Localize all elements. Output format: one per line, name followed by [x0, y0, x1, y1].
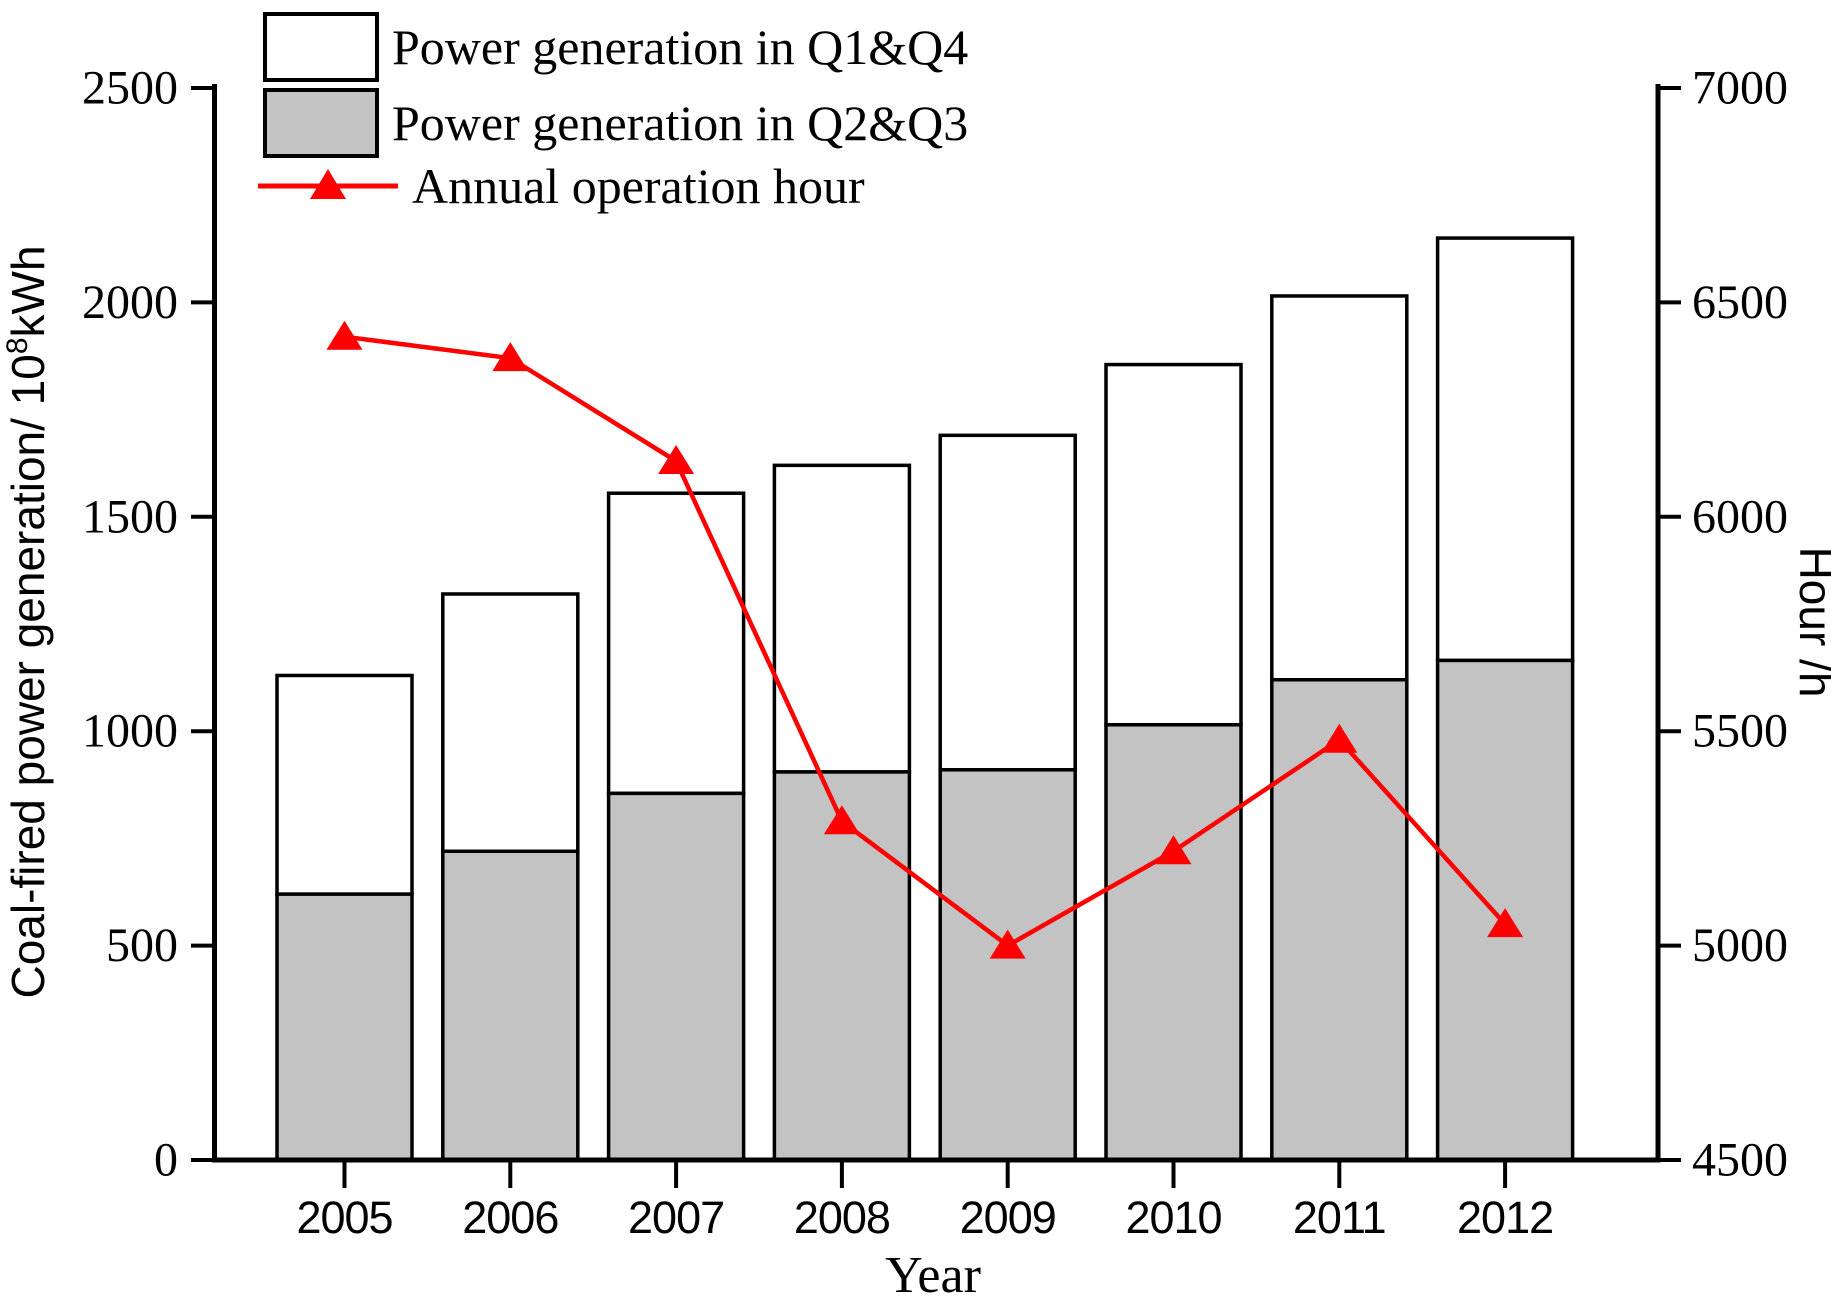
bar-q1q4-2009 [938, 433, 1077, 772]
left-axis-title: Coal-fired power generation/ 108kWh [1, 245, 54, 998]
left-tick-label-2500: 2500 [82, 62, 178, 115]
x-tick-label-2009: 2009 [960, 1192, 1056, 1243]
bar-q2q3-2010 [1104, 723, 1243, 1162]
right-tick-label-5500: 5500 [1692, 705, 1788, 758]
marker-triangle-2011 [1321, 723, 1358, 753]
marker-triangle-2012 [1487, 908, 1524, 938]
left-tick-label-1000: 1000 [82, 705, 178, 758]
bar-q1q4-2008 [772, 463, 912, 774]
x-tick-label-2011: 2011 [1293, 1192, 1386, 1243]
legend: Power generation in Q1&Q4 Power generati… [258, 12, 968, 214]
marker-triangle-2009 [989, 929, 1026, 959]
right-tick-label-5000: 5000 [1692, 919, 1788, 972]
legend-label-q1q4: Power generation in Q1&Q4 [392, 19, 968, 75]
legend-triangle-marker-icon [310, 169, 346, 199]
bar-q2q3-2006 [441, 849, 580, 1162]
bar-q2q3-2005 [275, 892, 414, 1162]
left-tick-label-1500: 1500 [82, 490, 178, 543]
right-axis-title: Hour /h [1790, 547, 1831, 698]
line-series-group [326, 320, 1524, 959]
right-tick-label-7000: 7000 [1692, 62, 1788, 115]
x-tick-label-2005: 2005 [296, 1192, 392, 1243]
marker-triangle-2010 [1155, 835, 1192, 865]
x-tick-label-2012: 2012 [1457, 1192, 1553, 1243]
x-tick-label-2010: 2010 [1125, 1192, 1221, 1243]
marker-triangle-2008 [823, 805, 860, 835]
legend-label-q2q3: Power generation in Q2&Q3 [392, 95, 968, 151]
legend-label-hours: Annual operation hour [412, 158, 865, 214]
x-axis-title: Year [885, 1247, 981, 1304]
legend-swatch-q2q3 [263, 88, 379, 158]
left-tick-label-500: 500 [106, 919, 178, 972]
bars-group [275, 236, 1575, 1162]
marker-triangle-2006 [492, 342, 529, 372]
bar-q1q4-2006 [441, 592, 580, 854]
axes-group [212, 84, 1661, 1163]
bar-q1q4-2005 [275, 673, 414, 896]
right-tick-label-4500: 4500 [1692, 1134, 1788, 1187]
bar-q1q4-2007 [606, 491, 746, 796]
marker-triangle-2007 [658, 445, 695, 475]
bar-q2q3-2007 [606, 791, 746, 1162]
bar-q1q4-2010 [1104, 362, 1243, 727]
ticks-group: 0 500 1000 1500 2000 2500 4500 5000 5500 6000 6500… [82, 62, 1788, 1244]
bar-q1q4-2012 [1435, 236, 1575, 663]
right-tick-label-6000: 6000 [1692, 490, 1788, 543]
marker-triangle-2005 [326, 320, 363, 350]
x-tick-label-2008: 2008 [794, 1192, 890, 1243]
bar-q2q3-2008 [772, 770, 912, 1162]
bar-q1q4-2011 [1270, 294, 1409, 682]
annual-operation-hour-line [344, 334, 1507, 949]
bar-q2q3-2009 [938, 768, 1077, 1162]
bar-q2q3-2011 [1270, 677, 1409, 1162]
left-tick-label-0: 0 [154, 1134, 178, 1187]
left-tick-label-2000: 2000 [82, 276, 178, 329]
x-tick-label-2006: 2006 [462, 1192, 558, 1243]
right-tick-label-6500: 6500 [1692, 276, 1788, 329]
x-tick-label-2007: 2007 [628, 1192, 724, 1243]
legend-swatch-q1q4 [263, 12, 379, 82]
